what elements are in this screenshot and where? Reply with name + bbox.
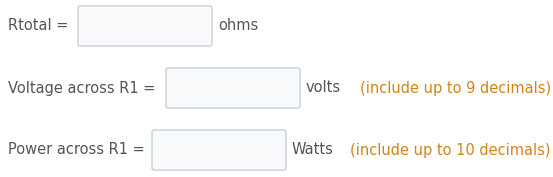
- Text: ohms: ohms: [218, 19, 258, 33]
- Text: Power across R1 =: Power across R1 =: [8, 142, 145, 158]
- Text: (include up to 9 decimals): (include up to 9 decimals): [360, 81, 551, 96]
- Text: volts: volts: [306, 81, 341, 96]
- Text: Rtotal =: Rtotal =: [8, 19, 69, 33]
- Text: (include up to 10 decimals): (include up to 10 decimals): [350, 142, 550, 158]
- FancyBboxPatch shape: [166, 68, 300, 108]
- FancyBboxPatch shape: [152, 130, 286, 170]
- FancyBboxPatch shape: [78, 6, 212, 46]
- Text: Voltage across R1 =: Voltage across R1 =: [8, 81, 155, 96]
- Text: Watts: Watts: [292, 142, 334, 158]
